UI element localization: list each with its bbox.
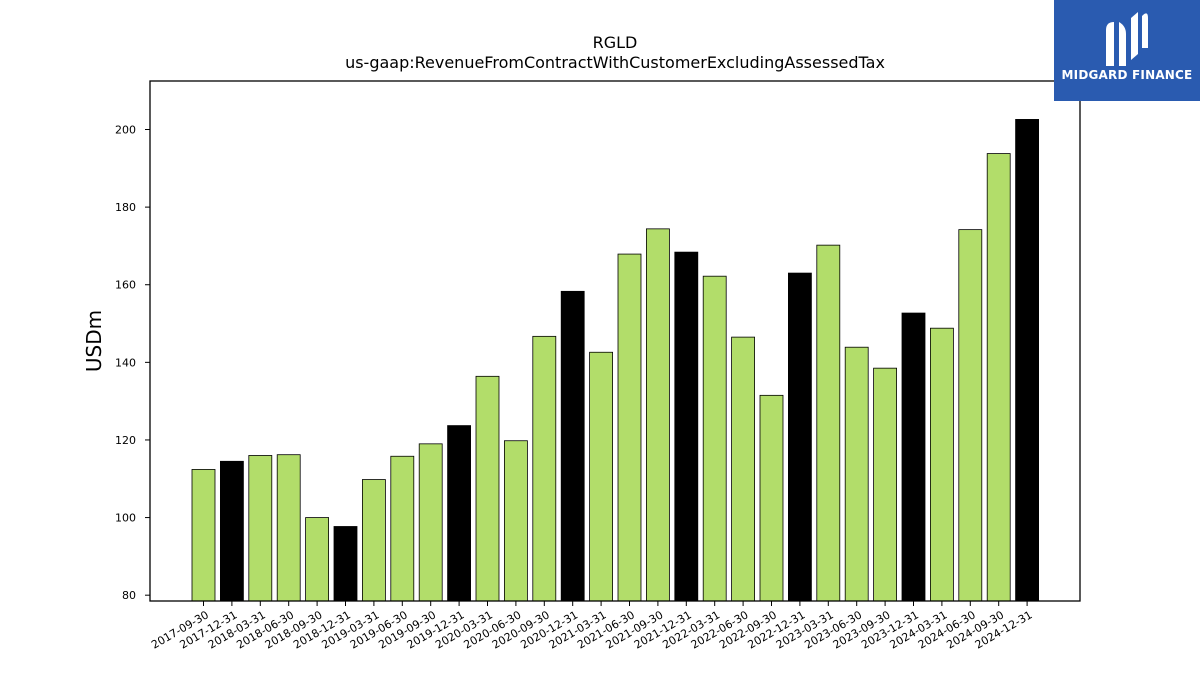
bar-2022-06-30 xyxy=(731,336,755,602)
y-tick-label: 120 xyxy=(115,434,136,447)
bar-2023-06-30 xyxy=(844,346,869,602)
y-axis-label: USDm xyxy=(82,310,106,372)
midgard-finance-logo: MIDGARD FINANCE xyxy=(1054,0,1200,101)
y-tick-label: 180 xyxy=(115,201,136,214)
bar-2020-03-31 xyxy=(475,375,500,602)
y-tick-label: 160 xyxy=(115,279,136,292)
y-ticks-group: 80 100 120 140 160 180 200 xyxy=(115,124,150,602)
y-tick-label: 80 xyxy=(122,589,136,602)
bar-2024-06-30 xyxy=(958,229,983,602)
bar-2023-12-31 xyxy=(901,312,926,602)
bar-2019-06-30 xyxy=(390,455,415,602)
bar-2021-03-31 xyxy=(589,351,613,602)
bar-2024-03-31 xyxy=(930,327,954,602)
y-tick-label: 100 xyxy=(115,512,136,525)
bar-2018-06-30 xyxy=(276,454,301,602)
bar-2017-12-31 xyxy=(219,460,244,602)
bar-2019-09-30 xyxy=(418,443,443,602)
bar-2021-06-30 xyxy=(617,253,642,602)
bar-2022-03-31 xyxy=(702,275,727,602)
bar-2018-09-30 xyxy=(305,517,330,602)
bar-2024-12-31 xyxy=(1015,119,1039,602)
bars-group xyxy=(191,119,1039,602)
midgard-logo-icon xyxy=(1106,12,1148,66)
bar-2020-12-31 xyxy=(560,290,585,602)
bar-2023-09-30 xyxy=(873,367,897,602)
bar-2017-09-30 xyxy=(191,469,216,602)
bar-2023-03-31 xyxy=(816,244,841,602)
bar-2020-09-30 xyxy=(532,335,557,602)
bar-2022-12-31 xyxy=(788,272,812,602)
bar-2021-12-31 xyxy=(674,251,699,602)
bar-2019-12-31 xyxy=(447,425,472,602)
bar-2019-03-31 xyxy=(361,479,386,602)
y-tick-label: 140 xyxy=(115,356,136,369)
bar-2018-12-31 xyxy=(333,526,358,602)
logo-text: MIDGARD FINANCE xyxy=(1061,68,1193,82)
chart-title: RGLD xyxy=(593,33,638,52)
bar-2020-06-30 xyxy=(503,440,528,602)
bar-2021-09-30 xyxy=(646,228,670,602)
bar-2018-03-31 xyxy=(248,455,273,602)
x-ticks-group: 2017-09-302017-12-312018-03-312018-06-30… xyxy=(149,601,1035,652)
bar-2024-09-30 xyxy=(986,153,1011,602)
plot-frame xyxy=(149,80,1081,602)
bar-2022-09-30 xyxy=(759,394,784,602)
chart-subtitle: us-gaap:RevenueFromContractWithCustomerE… xyxy=(345,53,885,72)
y-tick-label: 200 xyxy=(115,124,136,137)
